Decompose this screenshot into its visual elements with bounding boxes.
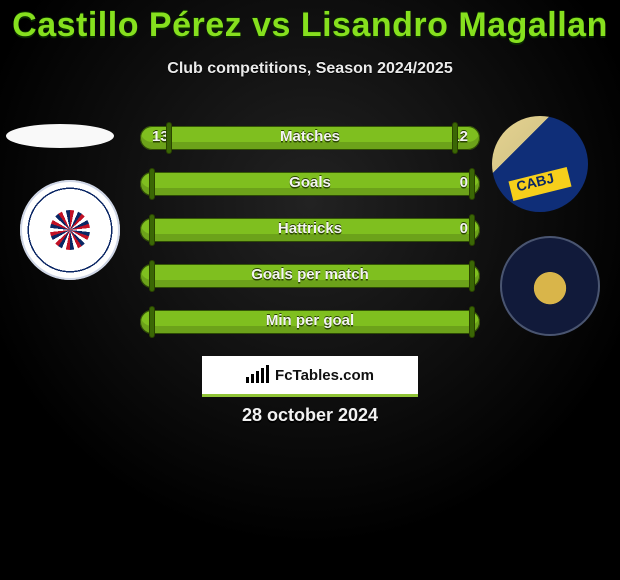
stat-notch-right [470, 261, 474, 291]
jersey-tag: CABJ [515, 170, 556, 195]
stat-label: Matches [140, 128, 480, 145]
stat-notch-left [167, 123, 171, 153]
player-left-avatar [6, 124, 114, 148]
club-right-badge [500, 236, 600, 336]
stat-notch-left [150, 215, 154, 245]
stat-notch-right [470, 169, 474, 199]
page-subtitle: Club competitions, Season 2024/2025 [0, 60, 620, 78]
stat-notch-left [150, 169, 154, 199]
stat-notch-right [470, 215, 474, 245]
stat-notch-right [453, 123, 457, 153]
brand-box: FcTables.com [202, 356, 418, 397]
stat-right-value: 0 [460, 174, 468, 191]
stat-right-value: 0 [460, 220, 468, 237]
stat-bar-hattricks: Hattricks 0 [140, 218, 480, 242]
brand-label: FcTables.com [275, 367, 374, 384]
stat-bar-goals: Goals 0 [140, 172, 480, 196]
bar-chart-icon [246, 367, 269, 383]
stat-label: Goals per match [140, 266, 480, 283]
stat-notch-left [150, 307, 154, 337]
page-title: Castillo Pérez vs Lisandro Magallan [0, 6, 620, 45]
stat-label: Goals [140, 174, 480, 191]
stat-bars: 13 Matches 12 Goals 0 Hattricks 0 Goals … [140, 126, 480, 356]
stat-notch-left [150, 261, 154, 291]
player-right-avatar: CABJ [492, 116, 588, 212]
stat-bar-mpg: Min per goal [140, 310, 480, 334]
stat-label: Min per goal [140, 312, 480, 329]
stat-notch-right [470, 307, 474, 337]
stat-bar-matches: 13 Matches 12 [140, 126, 480, 150]
stat-bar-gpm: Goals per match [140, 264, 480, 288]
stat-label: Hattricks [140, 220, 480, 237]
date-line: 28 october 2024 [0, 405, 620, 426]
club-left-badge [20, 180, 120, 280]
